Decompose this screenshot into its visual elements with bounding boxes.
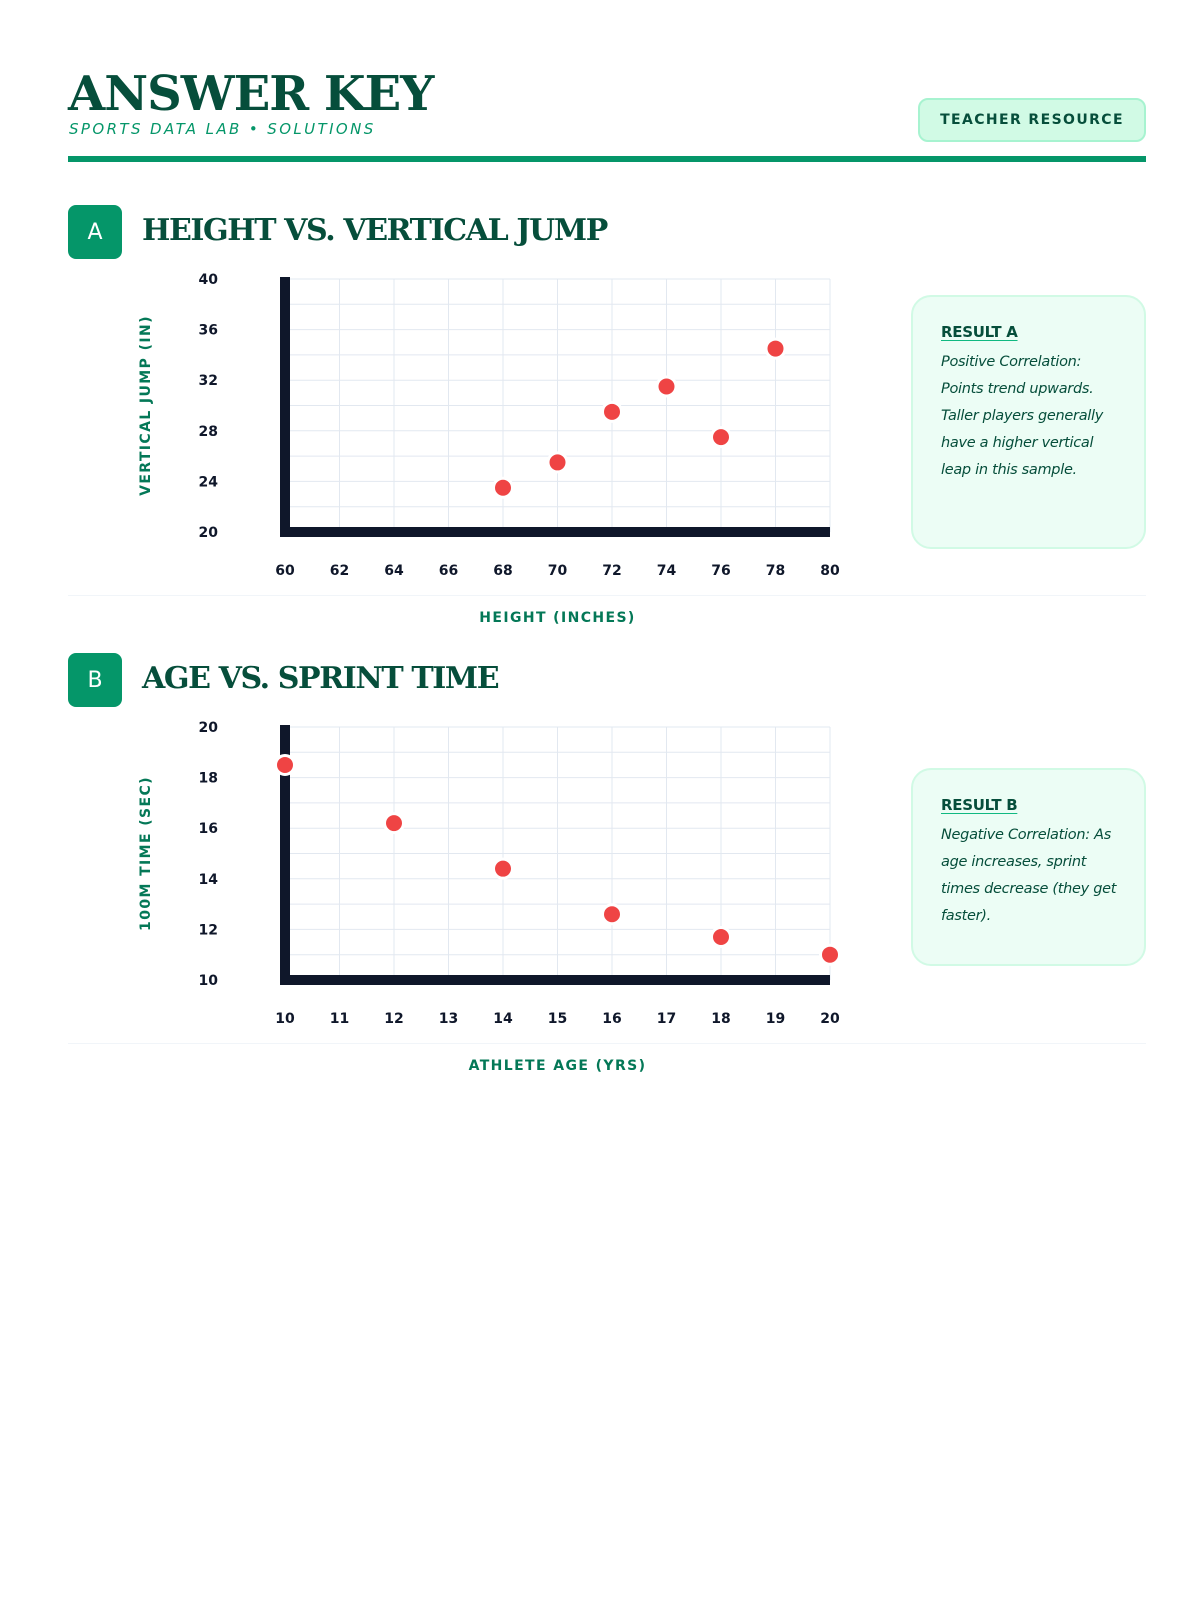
result-card-b: RESULT B Negative Correlation: As age in… [911,768,1146,966]
x-tick-label: 74 [657,563,677,579]
x-tick-label: 66 [439,563,458,579]
data-point [764,337,787,360]
y-tick-label: 16 [199,821,218,837]
data-point [546,451,569,474]
x-tick-label: 80 [820,563,840,579]
data-point [710,925,732,948]
x-axis-label: ATHLETE AGE (YRS) [469,1058,647,1074]
x-tick-label: 18 [711,1011,730,1027]
x-tick-label: 62 [330,563,349,579]
section-title: HEIGHT VS. VERTICAL JUMP [142,213,608,248]
y-tick-label: 10 [199,973,219,989]
section-b: B AGE VS. SPRINT TIME 10 11 12 13 14 15 16 17 18… [68,653,1146,1074]
page-subtitle: SPORTS DATA LAB • SOLUTIONS [69,120,376,138]
data-point [492,857,514,880]
y-tick-label: 14 [199,872,219,888]
x-tick-label: 20 [820,1011,840,1027]
section-letter-badge: A [68,205,122,259]
y-tick-label: 40 [199,272,219,288]
result-text: Positive Correlation: Points trend upwar… [941,354,1104,478]
x-tick-label: 68 [493,563,512,579]
result-card-a: RESULT A Positive Correlation: Points tr… [911,295,1146,549]
page-title: ANSWER KEY [68,66,434,122]
page-header: ANSWER KEY SPORTS DATA LAB • SOLUTIONS T… [68,66,1146,162]
header-divider [68,156,1146,162]
data-point [274,753,296,776]
section-title: AGE VS. SPRINT TIME [142,661,500,696]
x-tick-label: 72 [602,563,621,579]
y-tick-label: 36 [199,323,218,339]
y-tick-label: 18 [199,771,218,787]
x-tick-label: 15 [548,1011,567,1027]
x-tick-label: 70 [548,563,568,579]
x-tick-label: 78 [766,563,785,579]
data-point [601,400,623,423]
result-title: RESULT B [941,796,1018,814]
result-title: RESULT A [941,323,1018,341]
x-tick-label: 19 [766,1011,785,1027]
y-tick-label: 32 [199,373,218,389]
data-point [383,812,405,835]
data-point [819,943,841,966]
section-letter-badge: B [68,653,122,707]
x-tick-label: 11 [330,1011,349,1027]
x-tick-label: 14 [493,1011,513,1027]
section-separator [68,595,1146,596]
x-tick-label: 60 [275,563,295,579]
y-axis-label: 100M TIME (SEC) [138,776,154,931]
y-tick-label: 28 [199,424,218,440]
x-axis-label: HEIGHT (INCHES) [479,610,635,626]
x-tick-label: 17 [657,1011,676,1027]
y-tick-label: 24 [199,474,219,490]
y-tick-label: 12 [199,922,218,938]
x-tick-label: 16 [602,1011,621,1027]
result-text: Negative Correlation: As age increases, … [941,827,1117,924]
scatter-chart-height-vs-jump: 60 62 64 66 68 70 72 74 76 78 80 20 24 28 32 36 40 HEIGHT… [138,272,840,626]
x-tick-label: 13 [439,1011,458,1027]
data-point [710,426,732,449]
x-tick-label: 64 [384,563,404,579]
data-point [655,375,678,398]
section-separator [68,1043,1146,1044]
scatter-chart-age-vs-sprint: 10 11 12 13 14 15 16 17 18 19 20 10 12 14 16 18 20 ATHLET… [138,720,841,1074]
x-tick-label: 10 [275,1011,295,1027]
y-tick-label: 20 [199,720,219,736]
x-tick-label: 12 [384,1011,403,1027]
data-point [601,903,623,926]
section-a: A HEIGHT VS. VERTICAL JUMP 60 62 64 66 68 70 7… [68,205,1146,626]
data-point [492,476,514,499]
x-tick-label: 76 [711,563,730,579]
teacher-resource-badge: TEACHER RESOURCE [918,98,1146,142]
y-tick-label: 20 [199,525,219,541]
y-axis-label: VERTICAL JUMP (IN) [138,315,154,496]
